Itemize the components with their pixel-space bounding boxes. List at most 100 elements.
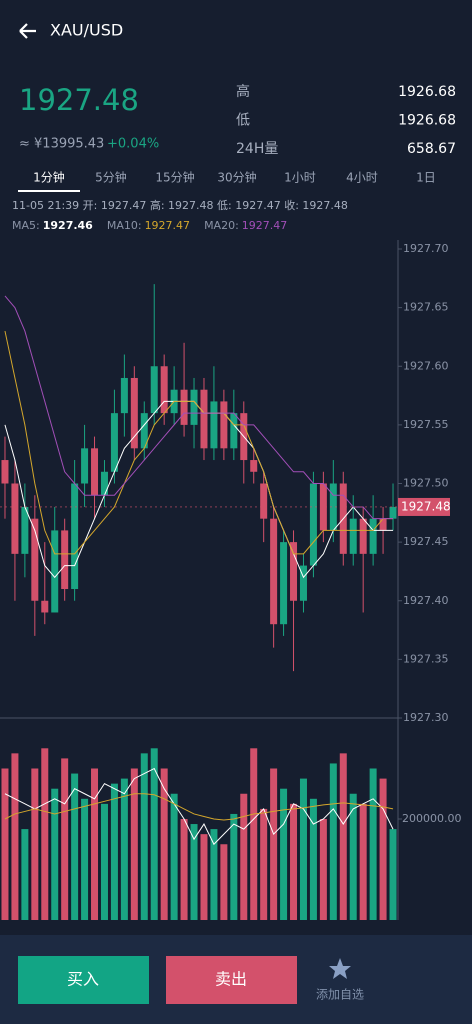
candle-body [200,389,208,449]
ma-value: 1927.47 [145,219,191,232]
timeframe-tab: 1日 [416,171,436,185]
y-tick-label: 1927.45 [403,535,449,548]
timeframe-tab: 1小时 [284,171,316,185]
candle-body [309,483,317,566]
ma-value: 1927.46 [43,219,93,232]
candle-body [120,377,128,414]
volume-bar [71,773,79,920]
candle-body [1,460,9,484]
candle-body [91,448,99,496]
volume-bar [170,793,178,920]
volume-bar [190,824,198,920]
stat-label: 24H量 [236,141,278,157]
candle-body [71,483,79,590]
volume-bar [220,844,228,920]
y-tick-label: 1927.65 [403,301,449,314]
candle-body [140,413,148,449]
volume-bar [150,748,158,920]
last-price: 1927.48 [19,83,139,117]
volume-bar [290,803,298,920]
candle-body [210,401,218,449]
ma-line [4,295,394,520]
chart: 1927.70 1927.65 1927.60 1927.55 1927.50 1927.… [0,240,462,920]
buy-label: 买入 [67,970,99,989]
timeframe-tab: 4小时 [346,171,378,185]
buy-button[interactable] [18,956,149,1004]
volume-bar [349,793,357,920]
candle-body [100,471,108,496]
stat-value: 1926.68 [398,113,456,129]
star-icon[interactable] [329,958,351,979]
candle-body [260,483,268,519]
candle-body [81,448,89,484]
timeframe-tab: 5分钟 [95,170,127,185]
volume-bar [369,768,377,920]
volume-bar [180,819,188,920]
volume-bar [130,768,138,920]
y-tick-label: 1927.35 [403,652,449,665]
volume-bar [299,778,307,920]
candle-body [250,460,258,472]
volume-bar [11,753,19,920]
volume-bar [270,768,278,920]
candle-body [21,506,29,554]
volume-bar [21,829,29,920]
candle-body [51,530,59,613]
timeframe-tab: 30分钟 [217,170,256,185]
stat-value: 658.67 [407,141,456,157]
volume-bar [1,768,9,920]
back-arrow[interactable] [19,23,36,39]
timeframe-tab: 15分钟 [155,170,194,185]
candle-body [319,483,327,531]
candle-body [379,518,387,531]
volume-bar [160,768,168,920]
candle-body [150,366,158,414]
volume-bar [41,748,49,920]
candle-body [220,401,228,449]
tabs: 1分钟 5分钟 15分钟 30分钟 1小时 4小时 1日 [18,170,436,192]
volume-bar [120,778,128,920]
watch-label[interactable]: 添加自选 [316,988,364,1002]
y-tick-label: 1927.55 [403,418,449,431]
volume-bar [100,803,108,920]
candle-body [130,377,138,449]
volume-bar [379,778,387,920]
sell-button[interactable] [166,956,297,1004]
y-tick-label: 1927.50 [403,477,449,490]
ma-name: MA5: [12,219,40,232]
volume-bar [339,753,347,920]
candle-body [230,413,238,449]
change: +0.04% [107,137,159,152]
candle-body [41,600,49,613]
candle-body [31,518,39,601]
ma-name: MA20: [204,219,239,232]
tab-underline [18,190,80,192]
volume-bar [81,798,89,920]
candle-body [299,565,307,601]
candle-body [61,530,69,590]
volume-bar [61,758,69,920]
stat-label: 高 [236,83,250,100]
volume-bar [389,829,397,920]
volume-tick-label: 200000.00 [402,812,462,825]
ma-name: MA10: [107,219,142,232]
candle-body [110,413,118,472]
volume-bar [319,819,327,920]
candle-body [190,389,198,425]
candle-body [11,483,19,554]
ma-value: 1927.47 [242,219,288,232]
volume-ma-line [4,767,394,846]
candle-body [389,506,397,519]
volume-bar [140,753,148,920]
volume-bar [91,768,99,920]
candle-body [329,483,337,531]
volume-bar [240,793,248,920]
last-price-label: 1927.48 [401,499,451,513]
last-price-badge [398,497,450,516]
stat-value: 1926.68 [398,84,456,100]
y-tick-label: 1927.40 [403,594,449,607]
volume-bar [359,803,367,920]
volume-bar [110,783,118,920]
